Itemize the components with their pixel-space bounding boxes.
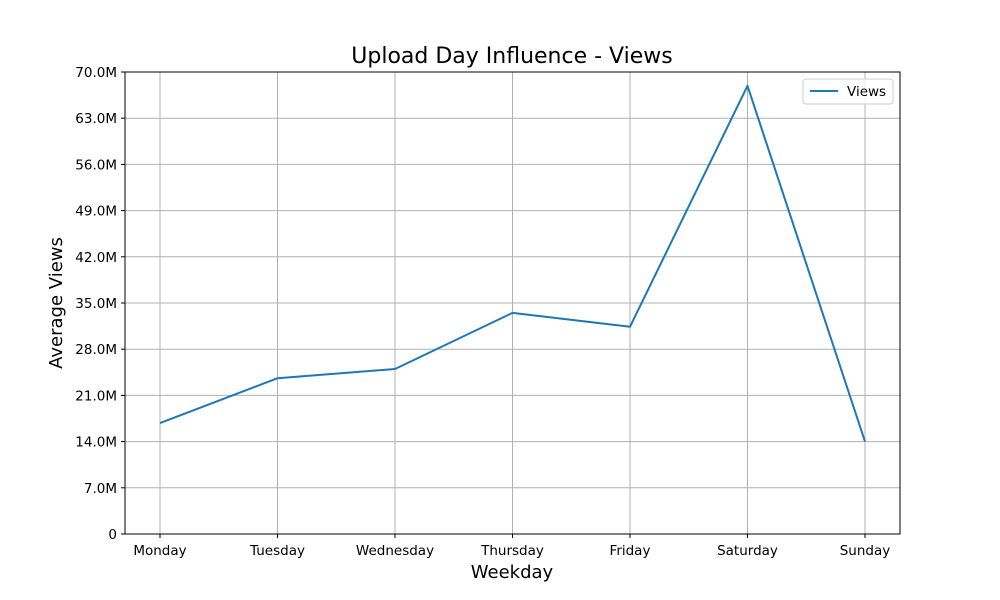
series-group	[159, 84, 866, 442]
y-tick-label: 63.0M	[75, 111, 117, 127]
x-tick-label: Monday	[133, 543, 186, 559]
y-tick-label: 56.0M	[75, 157, 117, 173]
x-tick-label: Thursday	[480, 543, 544, 559]
y-tick-label: 14.0M	[75, 435, 117, 451]
x-axis-label: Weekday	[471, 562, 554, 583]
y-tick-label: 0	[108, 527, 117, 543]
y-tick-label: 21.0M	[75, 388, 117, 404]
y-tick-label: 42.0M	[75, 250, 117, 266]
y-tick-label: 7.0M	[84, 481, 117, 497]
y-tick-label: 28.0M	[75, 342, 117, 358]
x-tick-label: Friday	[610, 543, 651, 559]
y-tick-label: 49.0M	[75, 204, 117, 220]
chart-title: Upload Day Influence - Views	[351, 44, 672, 69]
x-tick-label: Saturday	[717, 543, 778, 559]
legend-box	[802, 78, 894, 105]
y-axis-label: Average Views	[46, 237, 67, 369]
x-tick-label: Sunday	[840, 543, 891, 559]
legend-label-views: Views	[847, 84, 886, 100]
axis-ticks: Monday Tuesday Wednesday Thursday Friday Satu…	[75, 65, 890, 559]
x-tick-label: Tuesday	[249, 543, 305, 559]
legend: Views	[802, 78, 894, 105]
y-tick-label: 35.0M	[75, 296, 117, 312]
y-tick-label: 70.0M	[75, 65, 117, 81]
x-tick-label: Wednesday	[356, 543, 434, 559]
